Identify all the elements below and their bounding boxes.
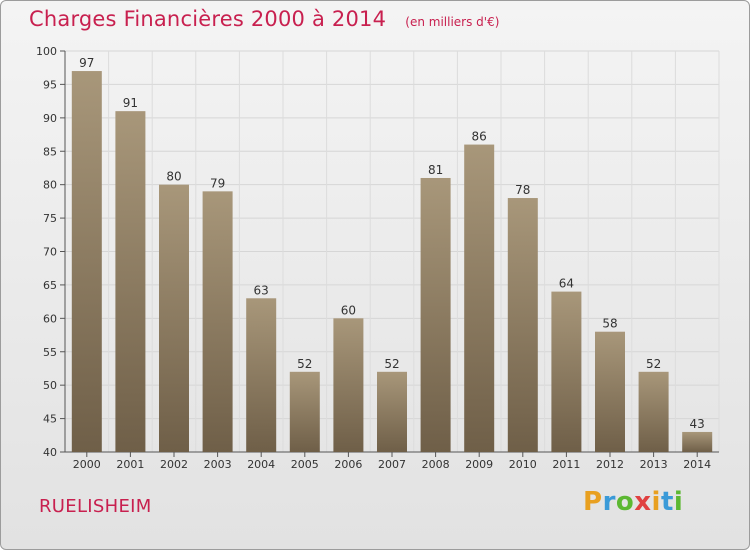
bar: [420, 177, 451, 452]
logo-letter: r: [602, 487, 616, 517]
x-tick-label: 2012: [596, 458, 624, 471]
x-tick-label: 2008: [422, 458, 450, 471]
bar-value-label: 52: [646, 357, 661, 371]
logo-letter: i: [651, 487, 661, 517]
bar: [115, 111, 146, 453]
bars: [71, 71, 713, 453]
bar-value-label: 43: [690, 417, 705, 431]
x-tick-label: 2004: [247, 458, 275, 471]
bar-value-label: 91: [123, 96, 138, 110]
bar: [159, 184, 189, 452]
x-tick-label: 2000: [73, 458, 101, 471]
bar: [377, 371, 407, 452]
y-tick-label: 70: [43, 246, 57, 259]
bar: [682, 431, 713, 452]
bar-value-label: 97: [79, 56, 94, 70]
bar: [638, 371, 669, 452]
y-tick-label: 60: [43, 312, 57, 325]
bar: [246, 298, 277, 452]
chart-title: Charges Financières 2000 à 2014: [29, 7, 387, 31]
logo-letter: t: [660, 487, 674, 517]
x-tick-label: 2013: [640, 458, 668, 471]
bar: [289, 371, 320, 452]
bar-value-label: 81: [428, 163, 443, 177]
x-tick-label: 2001: [116, 458, 144, 471]
bar: [595, 331, 625, 452]
bar-value-label: 80: [166, 170, 181, 184]
y-tick-label: 75: [43, 212, 57, 225]
x-tick-label: 2006: [334, 458, 362, 471]
bar: [71, 71, 102, 453]
bar-value-label: 58: [602, 317, 617, 331]
logo-letter: o: [615, 487, 635, 517]
bar-value-label: 64: [559, 277, 574, 291]
logo-letter: i: [673, 487, 684, 517]
x-tick-label: 2007: [378, 458, 406, 471]
y-tick-label: 85: [43, 145, 57, 158]
logo-letter: P: [583, 487, 603, 517]
y-tick-label: 45: [43, 413, 57, 426]
y-tick-label: 100: [36, 45, 57, 58]
bar-value-label: 52: [297, 357, 312, 371]
bar-value-label: 86: [472, 130, 487, 144]
title-row: Charges Financières 2000 à 2014 (en mill…: [29, 7, 499, 31]
y-tick-label: 80: [43, 179, 57, 192]
y-tick-label: 65: [43, 279, 57, 292]
bar-value-label: 52: [384, 357, 399, 371]
y-tick-label: 95: [43, 78, 57, 91]
chart-subtitle: (en milliers d'€): [405, 15, 500, 29]
bar-value-label: 78: [515, 183, 530, 197]
x-tick-label: 2005: [291, 458, 319, 471]
bar: [202, 191, 233, 452]
x-tick-label: 2014: [683, 458, 711, 471]
data-labels: 97 91 80 79 63 52 60 52 81 86 78 64 58 52 43: [79, 56, 705, 431]
proxiti-logo[interactable]: Proxiti: [583, 487, 683, 517]
bar: [464, 144, 495, 453]
city-name: RUELISHEIM: [39, 496, 152, 517]
x-tick-label: 2009: [465, 458, 493, 471]
bar-value-label: 79: [210, 176, 225, 190]
x-tick-label: 2003: [204, 458, 232, 471]
bar: [551, 291, 582, 452]
bar: [507, 198, 538, 452]
x-tick-label: 2002: [160, 458, 188, 471]
x-tick-label: 2010: [509, 458, 537, 471]
bar-value-label: 63: [254, 283, 269, 297]
y-tick-label: 40: [43, 446, 57, 459]
logo-letter: x: [634, 487, 652, 517]
y-tick-label: 55: [43, 346, 57, 359]
y-tick-label: 50: [43, 379, 57, 392]
x-tick-label: 2011: [552, 458, 580, 471]
bar-value-label: 60: [341, 303, 356, 317]
y-tick-label: 90: [43, 112, 57, 125]
bar: [333, 318, 364, 452]
